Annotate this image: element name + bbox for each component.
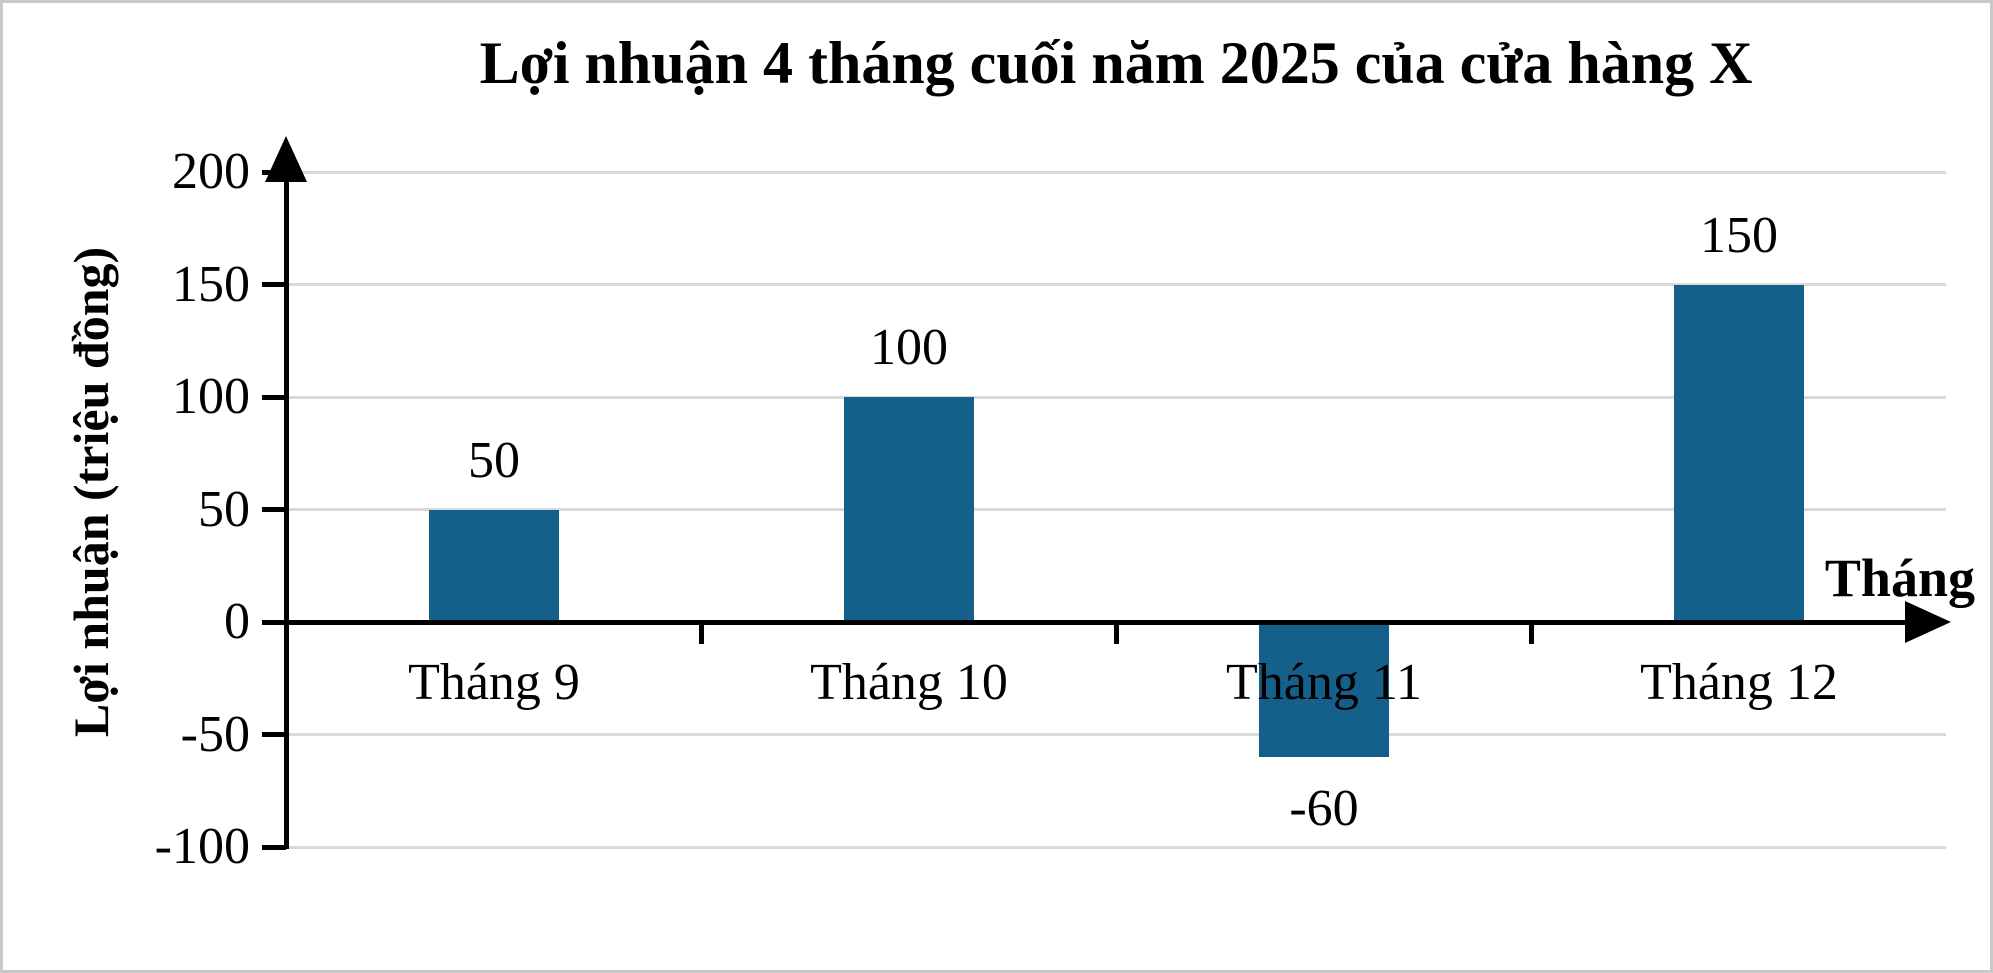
data-label: -60 [1289, 780, 1359, 837]
category-label: Tháng 10 [810, 654, 1008, 711]
gridline [286, 845, 1946, 849]
gridline [286, 395, 1946, 399]
y-tick-label: -50 [180, 705, 250, 763]
y-tick-label: 200 [172, 143, 250, 200]
y-tick-label: 50 [198, 480, 250, 538]
data-label: 100 [870, 319, 948, 376]
gridline [286, 283, 1946, 286]
x-axis-title: Tháng [1824, 548, 1975, 608]
data-label: 50 [468, 431, 520, 489]
y-axis-tick [262, 282, 286, 287]
bar-tháng-10 [843, 397, 974, 622]
bar-tháng-9 [428, 509, 559, 622]
category-label: Tháng 12 [1640, 654, 1838, 711]
x-axis-line [286, 619, 1907, 625]
x-axis-tick [698, 622, 704, 644]
category-label: Tháng 9 [408, 654, 580, 711]
y-axis-tick [262, 844, 286, 850]
chart-title: Lợi nhuận 4 tháng cuối năm 2025 của cửa … [479, 30, 1753, 96]
category-label: Tháng 11 [1226, 654, 1422, 711]
y-tick-label: 0 [224, 593, 250, 650]
bar-tháng-12 [1673, 284, 1804, 622]
y-axis-tick [262, 507, 286, 512]
bar-tháng-11 [1258, 622, 1389, 757]
x-axis-tick [1113, 622, 1119, 644]
data-label: 150 [1700, 206, 1778, 264]
gridline [286, 170, 1946, 174]
gridline [286, 508, 1946, 511]
y-tick-label: -100 [154, 818, 250, 875]
y-tick-label: 150 [172, 255, 250, 313]
x-axis-arrowhead-icon [1905, 601, 1951, 643]
x-axis-tick [1528, 622, 1534, 644]
gridline [286, 733, 1946, 736]
y-axis-tick [262, 619, 286, 625]
y-tick-label: 100 [172, 368, 250, 425]
y-axis-tick [262, 394, 286, 400]
y-axis-tick [262, 732, 286, 737]
y-axis-arrowhead-icon [265, 136, 307, 182]
y-axis-line [283, 152, 289, 849]
y-axis-tick [262, 169, 286, 175]
